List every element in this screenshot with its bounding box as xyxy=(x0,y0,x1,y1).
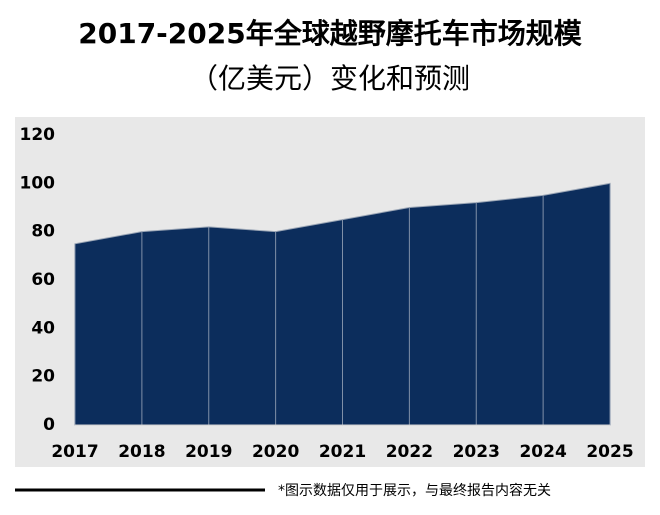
x-tick-label: 2022 xyxy=(386,442,433,462)
y-tick-label: 0 xyxy=(43,415,55,435)
x-tick-label: 2024 xyxy=(519,442,566,462)
x-tick-label: 2021 xyxy=(319,442,366,462)
y-tick-label: 100 xyxy=(20,173,56,193)
y-tick-label: 20 xyxy=(31,367,55,387)
x-tick-label: 2025 xyxy=(586,442,633,462)
y-tick-label: 120 xyxy=(20,125,56,145)
y-tick-label: 80 xyxy=(31,222,55,242)
x-tick-label: 2023 xyxy=(453,442,500,462)
x-tick-label: 2019 xyxy=(185,442,232,462)
footnote: *图示数据仅用于展示，与最终报告内容无关 xyxy=(278,482,551,499)
x-tick-label: 2018 xyxy=(118,442,165,462)
y-tick-label: 40 xyxy=(31,318,55,338)
chart-title: （亿美元）变化和预测 xyxy=(190,62,470,95)
x-tick-label: 2017 xyxy=(51,442,98,462)
y-tick-label: 60 xyxy=(31,270,55,290)
x-tick-label: 2020 xyxy=(252,442,299,462)
chart-title: 2017-2025年全球越野摩托车市场规模 xyxy=(78,17,582,50)
